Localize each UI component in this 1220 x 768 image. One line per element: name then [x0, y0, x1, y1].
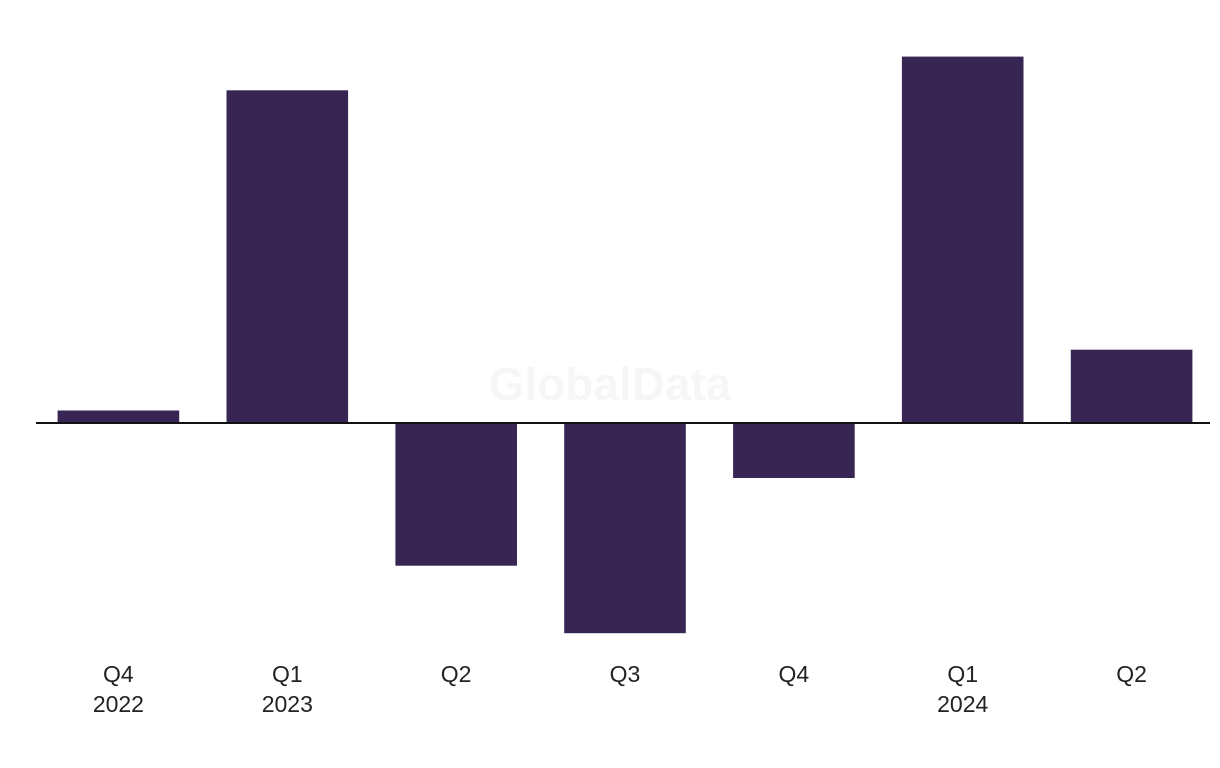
x-tick-quarter-2: Q2 — [441, 661, 472, 687]
bar-3 — [564, 423, 686, 634]
x-tick-quarter-3: Q3 — [610, 661, 641, 687]
x-tick-year-5: 2024 — [937, 691, 988, 717]
x-tick-labels: Q4 2022 Q1 2023 Q2 Q3 Q4 Q1 2024 Q2 — [93, 661, 1147, 717]
x-tick-quarter-5: Q1 — [947, 661, 978, 687]
x-tick-quarter-4: Q4 — [779, 661, 810, 687]
bar-4 — [733, 423, 855, 478]
bar-1 — [226, 90, 349, 424]
x-tick-quarter-6: Q2 — [1116, 661, 1147, 687]
bar-5 — [901, 56, 1024, 423]
x-tick-quarter-0: Q4 — [103, 661, 134, 687]
x-tick-quarter-1: Q1 — [272, 661, 303, 687]
watermark: GlobalData — [489, 358, 732, 410]
x-tick-year-1: 2023 — [262, 691, 313, 717]
x-tick-year-0: 2022 — [93, 691, 144, 717]
bar-2 — [395, 423, 517, 566]
bar-0 — [57, 410, 180, 423]
bars-group — [57, 56, 1193, 634]
bar-6 — [1070, 349, 1193, 423]
